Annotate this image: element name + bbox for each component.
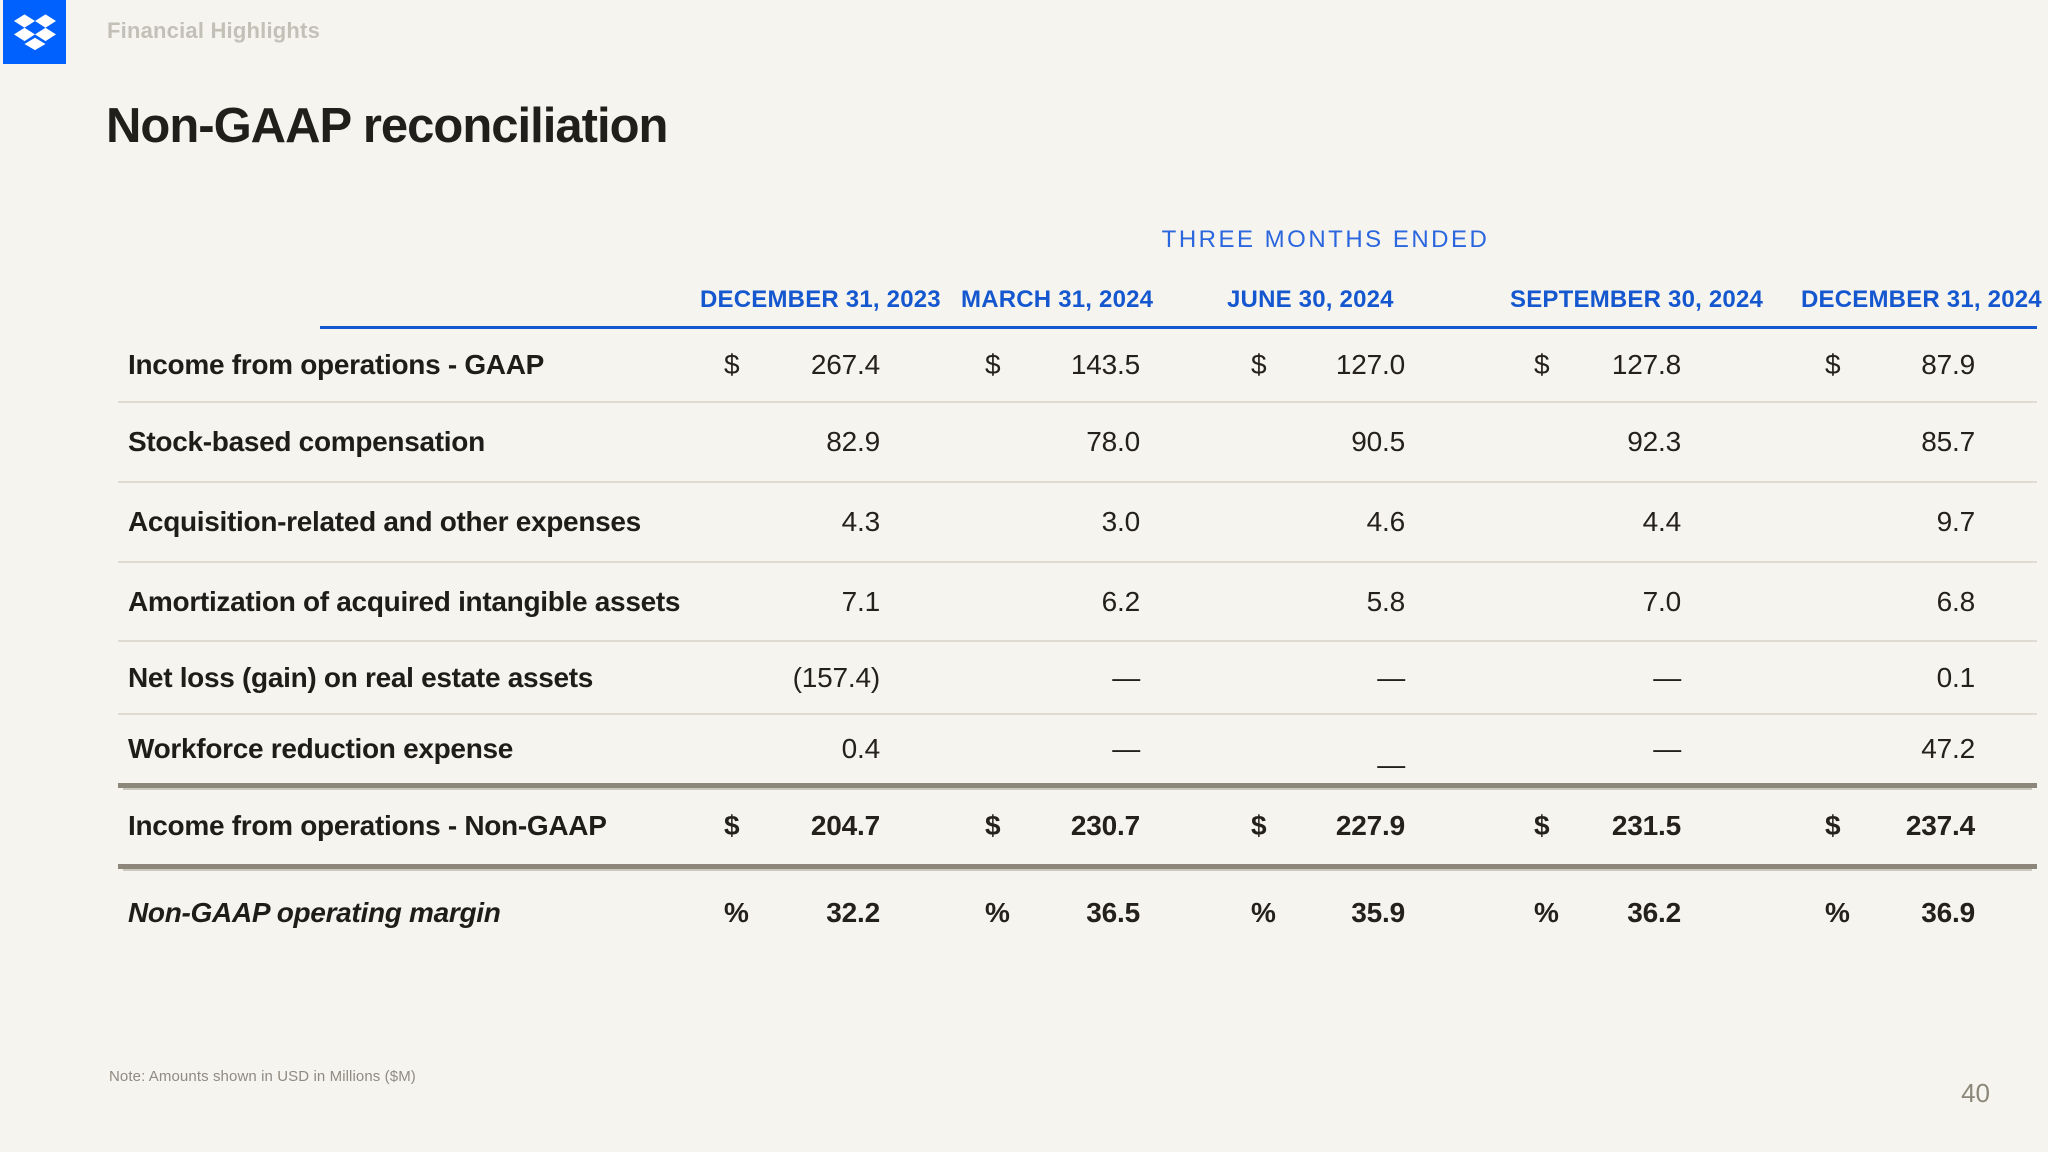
cell-value: 237.4 bbox=[1905, 810, 1975, 841]
cell-value: — bbox=[1653, 661, 1681, 693]
header-rule bbox=[320, 326, 2037, 329]
cell-value: 227.9 bbox=[1335, 810, 1405, 841]
cell-value: 7.0 bbox=[1642, 585, 1682, 617]
cell-value: 4.6 bbox=[1366, 506, 1406, 537]
cell-value: 85.7 bbox=[1921, 426, 1975, 457]
cell-value: 127.8 bbox=[1611, 349, 1681, 380]
table-row: Amortization of acquired intangible asse… bbox=[118, 563, 2037, 642]
unit-symbol: % bbox=[985, 897, 1010, 928]
row-label: Workforce reduction expense bbox=[128, 733, 514, 764]
cell-value: 35.9 bbox=[1351, 897, 1405, 928]
unit-symbol: % bbox=[1534, 897, 1559, 928]
reconciliation-table: THREE MONTHS ENDED DECEMBER 31, 2023 MARC… bbox=[118, 218, 2042, 957]
cell-value: 87.9 bbox=[1921, 349, 1975, 380]
table-row: Acquisition-related and other expenses 4.… bbox=[118, 483, 2037, 563]
table-row: Income from operations - GAAP $267.4 $143.… bbox=[118, 329, 2037, 403]
unit-symbol: $ bbox=[1534, 349, 1550, 380]
unit-symbol: $ bbox=[724, 810, 740, 841]
cell-value: 267.4 bbox=[810, 349, 880, 380]
unit-symbol: $ bbox=[985, 810, 1001, 841]
table-row: Income from operations - Non-GAAP $204.7 $… bbox=[118, 788, 2037, 869]
row-label: Income from operations - Non-GAAP bbox=[128, 810, 607, 841]
cell-value: 230.7 bbox=[1070, 810, 1140, 841]
cell-value: 32.2 bbox=[826, 897, 880, 928]
cell-value: 6.2 bbox=[1101, 585, 1141, 617]
page-title: Non-GAAP reconciliation bbox=[106, 99, 668, 153]
cell-value: 5.8 bbox=[1366, 585, 1406, 617]
dropbox-glyph-icon bbox=[13, 13, 56, 50]
cell-value: 204.7 bbox=[810, 810, 880, 841]
cell-value: 90.5 bbox=[1351, 426, 1405, 457]
cell-value: — bbox=[1377, 661, 1405, 693]
cell-value: 78.0 bbox=[1086, 426, 1140, 457]
table-row: Workforce reduction expense 0.4 — — — 47.2 bbox=[118, 715, 2037, 788]
cell-value: 143.5 bbox=[1070, 349, 1140, 380]
column-header-3: JUNE 30, 2024 bbox=[1227, 286, 1394, 313]
cell-value: 6.8 bbox=[1936, 585, 1976, 617]
unit-symbol: $ bbox=[724, 349, 740, 380]
table-row: Net loss (gain) on real estate assets (15… bbox=[118, 642, 2037, 715]
row-label: Stock-based compensation bbox=[128, 426, 485, 457]
cell-value: 36.9 bbox=[1921, 897, 1975, 928]
table-body: Income from operations - GAAP $267.4 $143.… bbox=[118, 329, 2037, 957]
cell-value: 82.9 bbox=[826, 426, 880, 457]
cell-value: 231.5 bbox=[1611, 810, 1681, 841]
page-number: 40 bbox=[1961, 1078, 1990, 1108]
row-label: Amortization of acquired intangible asse… bbox=[128, 585, 681, 617]
unit-symbol: % bbox=[724, 897, 749, 928]
table-row: Stock-based compensation 82.9 78.0 90.5 92.3… bbox=[118, 403, 2037, 483]
unit-symbol: % bbox=[1251, 897, 1276, 928]
cell-value: (157.4) bbox=[792, 661, 881, 693]
cell-value: 36.5 bbox=[1086, 897, 1140, 928]
unit-symbol: $ bbox=[1251, 810, 1267, 841]
cell-value: 0.4 bbox=[841, 733, 881, 764]
column-header-1: DECEMBER 31, 2023 bbox=[700, 286, 941, 313]
cell-value: 92.3 bbox=[1627, 426, 1681, 457]
dropbox-logo bbox=[3, 0, 66, 64]
row-label: Income from operations - GAAP bbox=[128, 349, 545, 380]
cell-value: — bbox=[1377, 749, 1405, 780]
cell-value: 3.0 bbox=[1101, 506, 1141, 537]
cell-value: 36.2 bbox=[1627, 897, 1681, 928]
unit-symbol: % bbox=[1825, 897, 1850, 928]
unit-symbol: $ bbox=[1534, 810, 1550, 841]
row-label: Non-GAAP operating margin bbox=[128, 897, 501, 928]
column-header-row: DECEMBER 31, 2023 MARCH 31, 2024 JUNE 30, … bbox=[118, 262, 2042, 326]
unit-symbol: $ bbox=[1825, 349, 1841, 380]
footnote: Note: Amounts shown in USD in Millions (… bbox=[109, 1068, 416, 1085]
column-header-2: MARCH 31, 2024 bbox=[961, 286, 1154, 313]
cell-value: 47.2 bbox=[1921, 733, 1975, 764]
row-label: Acquisition-related and other expenses bbox=[128, 506, 641, 537]
unit-symbol: $ bbox=[985, 349, 1001, 380]
row-label: Net loss (gain) on real estate assets bbox=[128, 661, 594, 693]
unit-symbol: $ bbox=[1251, 349, 1267, 380]
cell-value: 9.7 bbox=[1936, 506, 1976, 537]
cell-value: 4.4 bbox=[1642, 506, 1682, 537]
cell-value: — bbox=[1112, 661, 1140, 693]
table-group-header: THREE MONTHS ENDED bbox=[1161, 226, 1490, 253]
cell-value: — bbox=[1112, 733, 1140, 764]
cell-value: 127.0 bbox=[1335, 349, 1405, 380]
unit-symbol: $ bbox=[1825, 810, 1841, 841]
breadcrumb: Financial Highlights bbox=[107, 18, 321, 43]
cell-value: — bbox=[1653, 733, 1681, 764]
column-header-4: SEPTEMBER 30, 2024 bbox=[1510, 286, 1764, 313]
cell-value: 4.3 bbox=[841, 506, 881, 537]
table-row: Non-GAAP operating margin% 32.2% 36.5% 35.9… bbox=[118, 869, 2037, 957]
cell-value: 0.1 bbox=[1936, 661, 1976, 693]
cell-value: 7.1 bbox=[841, 585, 881, 617]
column-header-5: DECEMBER 31, 2024 bbox=[1801, 286, 2042, 313]
